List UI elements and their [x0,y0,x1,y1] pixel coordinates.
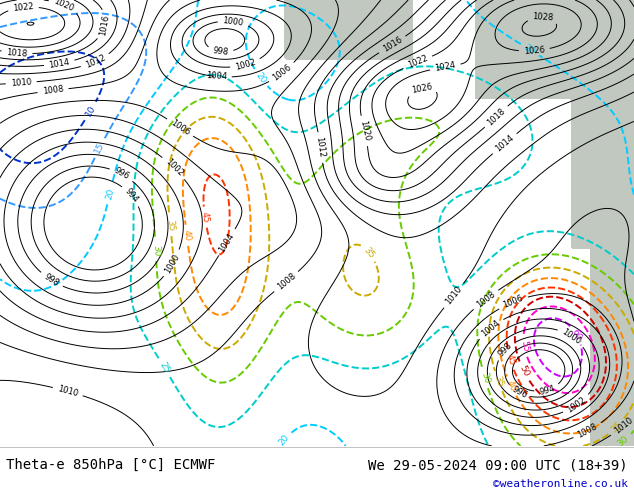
Text: 1008: 1008 [474,289,496,309]
Text: 996: 996 [112,166,131,182]
Text: 55: 55 [519,340,529,353]
Text: 20: 20 [104,187,115,200]
Text: 20: 20 [522,43,537,56]
Text: 1008: 1008 [42,85,64,97]
Text: 1004: 1004 [205,72,227,81]
Text: 45: 45 [505,353,516,367]
Text: 1020: 1020 [358,120,372,142]
Text: ©weatheronline.co.uk: ©weatheronline.co.uk [493,479,628,489]
Text: 20: 20 [277,433,291,448]
Text: 994: 994 [123,187,140,204]
Text: 1004: 1004 [479,318,501,339]
Text: 1026: 1026 [524,46,545,56]
Text: 1016: 1016 [98,14,111,36]
Text: 1018: 1018 [6,48,28,58]
Text: 35: 35 [165,219,176,232]
Text: 1008: 1008 [275,271,297,292]
Text: 1010: 1010 [56,384,79,398]
Text: 1010: 1010 [10,78,32,88]
Text: Theta-e 850hPa [°C] ECMWF: Theta-e 850hPa [°C] ECMWF [6,458,216,472]
Text: 1004: 1004 [217,231,236,253]
Text: 30: 30 [151,245,160,256]
Text: 1014: 1014 [48,57,70,70]
Text: 1000: 1000 [223,16,244,27]
Text: 1010: 1010 [612,416,634,436]
Text: 25: 25 [158,361,171,375]
Text: 1028: 1028 [532,12,553,23]
Text: 30: 30 [616,434,631,448]
Text: 35: 35 [492,374,505,388]
Text: 1000: 1000 [560,327,583,346]
Text: 1020: 1020 [52,0,75,13]
Text: 994: 994 [538,384,556,396]
Text: 1022: 1022 [13,2,34,13]
Text: 1016: 1016 [381,35,404,54]
Text: 1014: 1014 [494,133,515,154]
Text: 1010: 1010 [444,285,464,307]
Text: 1018: 1018 [486,106,507,127]
Text: 35: 35 [610,419,624,434]
Text: 1006: 1006 [169,118,191,137]
Text: 40: 40 [182,229,192,242]
Text: 50: 50 [517,364,531,378]
Text: 1012: 1012 [314,137,327,159]
Text: 1008: 1008 [576,422,599,440]
Text: 1022: 1022 [406,54,429,70]
Text: 1012: 1012 [84,53,107,70]
Text: 1000: 1000 [164,252,182,275]
Text: 1024: 1024 [434,61,456,73]
Text: 20: 20 [254,71,268,85]
Text: 1006: 1006 [501,294,524,310]
Text: 35: 35 [362,245,376,260]
Text: 1002: 1002 [163,157,184,178]
Text: We 29-05-2024 09:00 UTC (18+39): We 29-05-2024 09:00 UTC (18+39) [368,458,628,472]
Text: 996: 996 [510,385,529,400]
Text: 1002: 1002 [566,395,588,415]
Text: 30: 30 [479,371,491,385]
Text: 1002: 1002 [234,57,257,72]
Text: 45: 45 [200,211,210,223]
Text: 998: 998 [497,341,514,359]
Text: 1006: 1006 [271,63,293,83]
Text: 998: 998 [42,272,60,288]
Text: 60: 60 [570,327,583,342]
Text: 998: 998 [212,46,229,57]
Text: 15: 15 [93,141,107,155]
Text: 1026: 1026 [411,82,433,95]
Text: 40: 40 [505,379,518,393]
Text: 10: 10 [84,104,97,118]
